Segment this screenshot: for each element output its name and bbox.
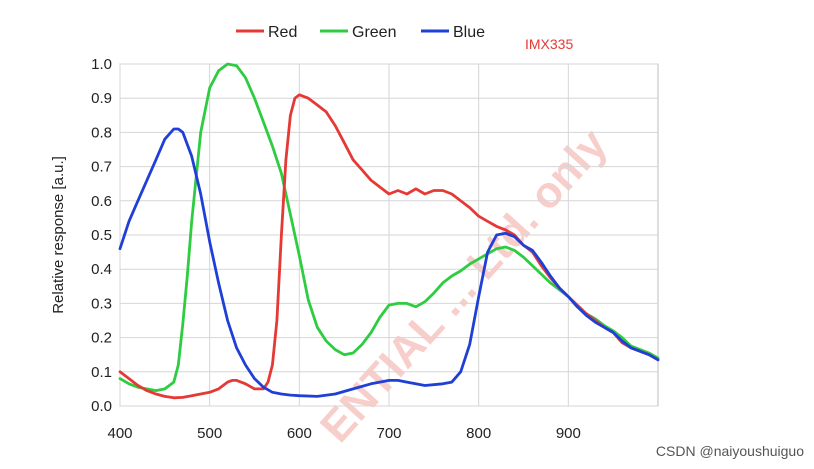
series-line-blue bbox=[118, 127, 660, 398]
y-tick-label: 0.8 bbox=[91, 124, 112, 141]
x-tick-label: 500 bbox=[197, 425, 222, 442]
y-tick-label: 0.7 bbox=[91, 159, 112, 176]
y-tick-label: 0.3 bbox=[91, 295, 112, 312]
credit-text: CSDN @naiyoushuiguo bbox=[655, 443, 804, 459]
watermark: ENTIAL ... Ltd. only bbox=[311, 119, 617, 451]
legend: Red Green Blue bbox=[236, 24, 485, 41]
y-tick-label: 0.4 bbox=[91, 261, 112, 278]
y-tick-label: 1.0 bbox=[91, 56, 112, 73]
x-axis-ticks: 400 500 600 700 800 900 bbox=[107, 425, 580, 442]
legend-item-blue: Blue bbox=[421, 24, 485, 41]
grid-lines bbox=[119, 63, 658, 407]
y-axis-ticks: 0.0 0.1 0.2 0.3 0.4 0.5 0.6 0.7 0.8 0.9 1.0 bbox=[91, 56, 112, 415]
legend-item-green: Green bbox=[320, 24, 396, 41]
y-tick-label: 0.2 bbox=[91, 330, 112, 347]
x-tick-label: 400 bbox=[107, 425, 132, 442]
legend-label: Blue bbox=[453, 24, 485, 41]
series-layer bbox=[118, 62, 660, 400]
sensor-annotation: IMX335 bbox=[525, 36, 573, 52]
y-axis-label: Relative response [a.u.] bbox=[50, 156, 67, 314]
y-tick-label: 0.5 bbox=[91, 227, 112, 244]
y-tick-label: 0.9 bbox=[91, 90, 112, 107]
y-tick-label: 0.0 bbox=[91, 398, 112, 415]
x-tick-label: 600 bbox=[287, 425, 312, 442]
x-tick-label: 900 bbox=[556, 425, 581, 442]
y-tick-label: 0.1 bbox=[91, 364, 112, 381]
legend-label: Green bbox=[352, 24, 396, 41]
watermark-text: ENTIAL ... Ltd. only bbox=[311, 119, 617, 451]
x-tick-label: 800 bbox=[466, 425, 491, 442]
legend-label: Red bbox=[268, 24, 297, 41]
legend-item-red: Red bbox=[236, 24, 297, 41]
x-tick-label: 700 bbox=[376, 425, 401, 442]
y-tick-label: 0.6 bbox=[91, 193, 112, 210]
